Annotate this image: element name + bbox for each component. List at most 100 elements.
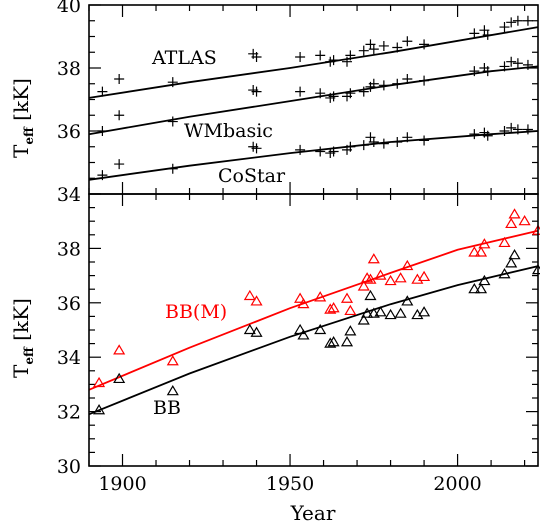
- bottom-ticks: 30 32 34 36 38 1900 1950 2000: [57, 193, 538, 495]
- data-point: [358, 140, 369, 151]
- data-point: [512, 58, 523, 69]
- y-tick-label: 36: [57, 293, 81, 315]
- data-point: [508, 249, 521, 260]
- data-point: [506, 122, 517, 133]
- data-point: [499, 126, 510, 136]
- data-point: [358, 45, 369, 56]
- data-point: [340, 336, 354, 347]
- bottom-ylabel-main: T: [9, 364, 33, 378]
- data-point: [469, 28, 480, 39]
- top-ylabel-sub: eff: [22, 126, 36, 145]
- y-tick-label: 38: [57, 238, 81, 260]
- data-point: [113, 344, 126, 355]
- data-point: [469, 66, 480, 77]
- data-point: [315, 88, 326, 99]
- data-point: [498, 268, 511, 279]
- data-point: [357, 314, 370, 325]
- data-point: [378, 80, 389, 91]
- data-point: [506, 56, 517, 67]
- top-data-points: [97, 15, 533, 181]
- top-ticks: 34 36 38 40: [57, 0, 538, 206]
- data-point: [364, 289, 377, 301]
- data-point: [482, 130, 493, 141]
- y-tick-label: 34: [57, 347, 81, 369]
- data-point: [294, 323, 307, 335]
- data-point: [114, 110, 125, 121]
- data-point: [251, 86, 262, 97]
- data-point: [518, 215, 531, 226]
- data-point: [392, 42, 403, 53]
- data-point: [93, 404, 106, 415]
- data-point: [499, 61, 510, 72]
- y-tick-label: 34: [57, 184, 81, 206]
- data-point: [97, 126, 108, 136]
- data-point: [498, 236, 511, 248]
- fit-line-costar: [88, 130, 539, 181]
- y-tick-label: 32: [57, 402, 81, 424]
- data-point: [93, 376, 106, 388]
- data-point: [384, 308, 397, 320]
- data-point: [499, 22, 510, 33]
- data-point: [251, 51, 262, 62]
- data-point: [294, 292, 307, 303]
- data-point: [297, 329, 310, 340]
- top-panel: 34 36 38 40 ATLAS WMbasic CoStar Teff [kK]: [9, 0, 539, 206]
- series-label-atlas: ATLAS: [151, 47, 217, 69]
- data-point: [419, 75, 430, 86]
- series-label-bbm: BB(M): [165, 301, 227, 323]
- data-point: [478, 238, 491, 249]
- data-point: [324, 303, 337, 314]
- bottom-ylabel-sub: eff: [22, 346, 36, 365]
- data-point: [505, 217, 518, 229]
- x-axis-label: Year: [290, 501, 336, 525]
- bottom-y-axis-label: Teff [kK]: [9, 298, 36, 378]
- data-point: [402, 36, 413, 47]
- data-point: [419, 135, 430, 146]
- data-point: [512, 15, 523, 26]
- data-point: [97, 86, 108, 97]
- data-point: [394, 272, 407, 283]
- data-point: [522, 59, 533, 70]
- data-point: [506, 17, 517, 28]
- data-point: [324, 337, 337, 348]
- bottom-ylabel-unit: [kK]: [9, 298, 33, 347]
- data-point: [378, 138, 389, 149]
- fit-line-bb: [88, 265, 539, 416]
- data-point: [114, 74, 125, 85]
- y-tick-label: 38: [57, 58, 81, 80]
- data-point: [469, 129, 480, 140]
- x-tick-label: 1900: [98, 473, 146, 495]
- data-point: [345, 50, 356, 61]
- bottom-data-points: [93, 208, 540, 415]
- x-tick-label: 2000: [433, 473, 481, 495]
- data-point: [295, 86, 306, 97]
- data-point: [402, 74, 413, 85]
- data-point: [315, 50, 326, 61]
- y-tick-label: 36: [57, 121, 81, 143]
- data-point: [411, 273, 424, 284]
- data-point: [401, 295, 414, 306]
- data-point: [468, 246, 481, 257]
- data-point: [243, 289, 256, 301]
- bottom-fit-lines: [88, 229, 539, 416]
- data-point: [167, 116, 178, 127]
- y-tick-label: 40: [57, 0, 81, 17]
- data-point: [166, 355, 179, 366]
- data-point: [419, 39, 430, 50]
- data-point: [328, 91, 339, 102]
- data-point: [394, 307, 407, 318]
- data-point: [251, 143, 262, 154]
- data-point: [344, 304, 357, 316]
- data-point: [295, 51, 306, 62]
- svg-text:Teff [kK]: Teff [kK]: [9, 298, 36, 378]
- data-point: [384, 274, 397, 286]
- data-point: [367, 253, 380, 264]
- data-point: [361, 272, 374, 283]
- data-point: [364, 273, 377, 284]
- x-tick-label: 1950: [266, 473, 314, 495]
- data-point: [315, 146, 326, 157]
- top-ylabel-unit: [kK]: [9, 78, 33, 127]
- fit-line-atlas: [88, 26, 539, 99]
- top-y-axis-label: Teff [kK]: [9, 78, 36, 158]
- data-point: [297, 297, 310, 309]
